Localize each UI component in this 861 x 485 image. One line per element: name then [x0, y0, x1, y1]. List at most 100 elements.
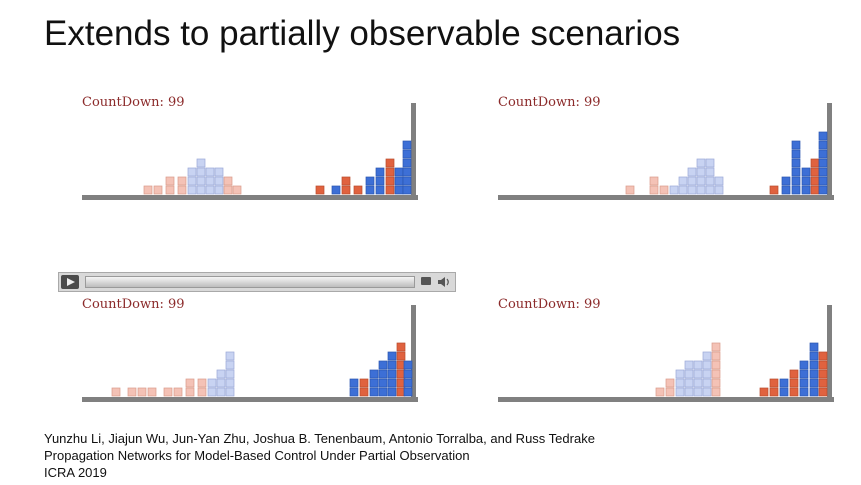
light-blue-box — [702, 387, 712, 397]
blue-box — [387, 351, 397, 361]
light-blue-box — [187, 167, 197, 177]
light-blue-box — [714, 185, 724, 195]
red-box — [359, 378, 369, 388]
red-box — [810, 158, 820, 168]
blue-box — [799, 369, 809, 379]
light-pink-box — [165, 176, 175, 186]
red-box — [789, 369, 799, 379]
light-blue-box — [207, 378, 217, 388]
video-player-controls — [58, 272, 456, 292]
light-blue-box — [214, 185, 224, 195]
simulation-panel-bottom-left: CountDown: 99 — [82, 297, 422, 417]
light-pink-box — [153, 185, 163, 195]
blue-box — [818, 185, 828, 195]
simulation-scene — [82, 103, 418, 200]
light-pink-box — [111, 387, 121, 397]
blue-box — [402, 185, 412, 195]
red-box — [769, 185, 779, 195]
light-blue-box — [693, 378, 703, 388]
light-blue-box — [678, 185, 688, 195]
light-blue-box — [684, 360, 694, 370]
light-blue-box — [225, 351, 235, 361]
simulation-scene — [82, 305, 418, 402]
light-blue-box — [196, 158, 206, 168]
blue-box — [402, 158, 412, 168]
light-blue-box — [702, 351, 712, 361]
light-blue-box — [216, 378, 226, 388]
light-blue-box — [196, 176, 206, 186]
red-box — [818, 378, 828, 388]
red-box — [818, 369, 828, 379]
light-blue-box — [205, 176, 215, 186]
blue-box — [403, 378, 413, 388]
blue-box — [799, 360, 809, 370]
blue-box — [799, 387, 809, 397]
blue-box — [375, 167, 385, 177]
light-blue-box — [225, 378, 235, 388]
ground — [498, 195, 834, 200]
light-pink-box — [711, 387, 721, 397]
light-pink-box — [165, 185, 175, 195]
simulation-panel-top-right: CountDown: 99 — [498, 95, 838, 215]
light-blue-box — [687, 167, 697, 177]
light-blue-box — [675, 369, 685, 379]
light-blue-box — [714, 176, 724, 186]
wall — [411, 103, 416, 197]
light-pink-box — [147, 387, 157, 397]
red-box — [759, 387, 769, 397]
light-blue-box — [205, 185, 215, 195]
blue-box — [402, 140, 412, 150]
light-blue-box — [687, 185, 697, 195]
play-icon[interactable] — [61, 275, 79, 289]
light-blue-box — [669, 185, 679, 195]
ground — [82, 195, 418, 200]
light-blue-box — [678, 176, 688, 186]
light-pink-box — [711, 351, 721, 361]
citation-paper-title: Propagation Networks for Model-Based Con… — [44, 448, 470, 463]
blue-box — [403, 360, 413, 370]
light-blue-box — [216, 387, 226, 397]
light-pink-box — [659, 185, 669, 195]
blue-box — [818, 158, 828, 168]
citation-authors: Yunzhu Li, Jiajun Wu, Jun-Yan Zhu, Joshu… — [44, 431, 595, 446]
light-pink-box — [197, 378, 207, 388]
red-box — [396, 351, 406, 361]
light-blue-box — [705, 167, 715, 177]
blue-box — [791, 158, 801, 168]
light-pink-box — [173, 387, 183, 397]
blue-box — [781, 176, 791, 186]
light-blue-box — [684, 387, 694, 397]
red-box — [818, 360, 828, 370]
light-blue-box — [702, 378, 712, 388]
red-box — [385, 176, 395, 186]
red-box — [385, 185, 395, 195]
red-box — [359, 387, 369, 397]
blue-box — [365, 185, 375, 195]
light-blue-box — [214, 167, 224, 177]
light-pink-box — [143, 185, 153, 195]
light-blue-box — [687, 176, 697, 186]
blue-box — [378, 360, 388, 370]
blue-box — [369, 387, 379, 397]
blue-box — [375, 185, 385, 195]
light-blue-box — [696, 176, 706, 186]
blue-box — [394, 167, 404, 177]
light-pink-box — [223, 185, 233, 195]
blue-box — [402, 167, 412, 177]
blue-box — [378, 387, 388, 397]
light-blue-box — [696, 158, 706, 168]
blue-box — [378, 369, 388, 379]
light-blue-box — [693, 360, 703, 370]
light-blue-box — [187, 185, 197, 195]
light-blue-box — [702, 369, 712, 379]
captions-icon[interactable] — [421, 277, 431, 285]
video-progress-bar[interactable] — [85, 276, 415, 288]
light-pink-box — [137, 387, 147, 397]
blue-box — [403, 387, 413, 397]
light-blue-box — [693, 369, 703, 379]
light-pink-box — [177, 176, 187, 186]
blue-box — [349, 378, 359, 388]
blue-box — [791, 176, 801, 186]
red-box — [769, 378, 779, 388]
volume-icon[interactable] — [437, 276, 451, 288]
